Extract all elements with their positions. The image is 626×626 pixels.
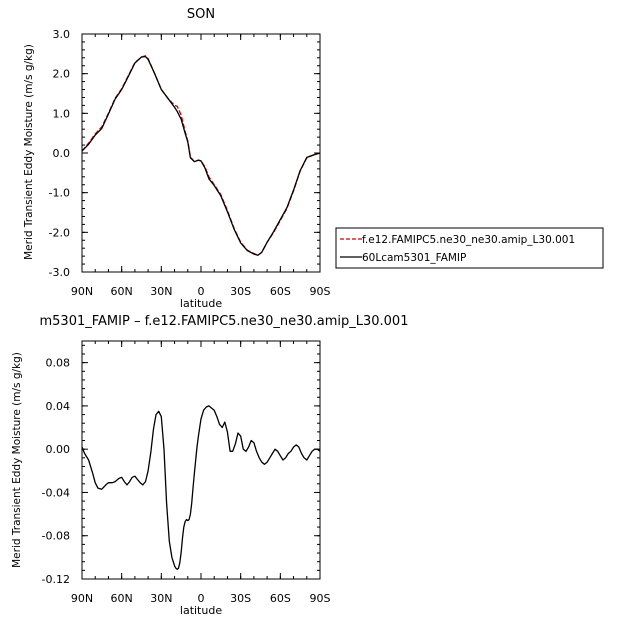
legend-box <box>335 227 604 269</box>
y-tick-label: -0.08 <box>42 530 70 543</box>
series-line-1 <box>81 55 321 256</box>
x-tick-label: 0 <box>198 592 205 605</box>
series-line-2 <box>81 55 321 256</box>
x-tick-label: 0 <box>198 285 205 298</box>
bottom-panel-x-axis-label: latitude <box>180 604 222 617</box>
bottom-panel: m5301_FAMIP – f.e12.FAMIPC5.ne30_ne30.am… <box>11 314 408 617</box>
x-tick-label: 90S <box>310 592 331 605</box>
y-tick-label: -0.12 <box>42 573 70 586</box>
y-tick-label: 0.04 <box>46 400 71 413</box>
y-tick-label: 1.0 <box>53 107 71 120</box>
y-tick-label: -1.0 <box>49 187 70 200</box>
y-tick-label: -3.0 <box>49 266 70 279</box>
top-panel-ticks <box>81 33 321 273</box>
bottom-panel-tick-labels: 90N 60N 30N 0 30S 60S 90S 0.08 0.04 0.00 -0.04 -0.0… <box>42 357 331 605</box>
x-tick-label: 30N <box>150 592 172 605</box>
series-line-1 <box>81 405 321 570</box>
x-tick-label: 60S <box>270 285 291 298</box>
x-tick-label: 60N <box>111 592 133 605</box>
top-panel-title: SON <box>187 7 215 22</box>
y-tick-label: 0.00 <box>46 443 71 456</box>
y-tick-label: -0.04 <box>42 486 70 499</box>
bottom-panel-y-axis-label: Merid Transient Eddy Moisture (m/s g/kg) <box>11 352 23 568</box>
y-tick-label: 0.08 <box>46 357 71 370</box>
bottom-panel-series <box>81 405 321 570</box>
bottom-panel-title: m5301_FAMIP – f.e12.FAMIPC5.ne30_ne30.am… <box>40 314 409 329</box>
x-tick-label: 30S <box>230 592 251 605</box>
x-tick-label: 30N <box>150 285 172 298</box>
top-panel-tick-labels: 90N 60N 30N 0 30S 60S 90S 3.0 2.0 1.0 0.0 -1.0 -2.0 -… <box>49 28 331 298</box>
bottom-panel-plot-frame <box>81 340 321 580</box>
legend-entry-1-label: f.e12.FAMIPC5.ne30_ne30.amip_L30.001 <box>362 234 575 246</box>
top-panel-legend: f.e12.FAMIPC5.ne30_ne30.amip_L30.001 60L… <box>335 227 604 269</box>
top-panel-y-axis-label: Merid Transient Eddy Moisture (m/s g/kg) <box>23 44 35 260</box>
y-tick-label: 0.0 <box>53 147 71 160</box>
top-panel-series <box>81 55 321 256</box>
bottom-panel-ticks <box>81 341 321 580</box>
top-panel-plot-frame <box>81 33 321 273</box>
x-tick-label: 90S <box>310 285 331 298</box>
x-tick-label: 30S <box>230 285 251 298</box>
y-tick-label: 3.0 <box>53 28 71 41</box>
legend-entry-2-label: 60Lcam5301_FAMIP <box>362 252 466 264</box>
y-tick-label: 2.0 <box>53 68 71 81</box>
x-tick-label: 90N <box>71 592 93 605</box>
y-tick-label: -2.0 <box>49 226 70 239</box>
x-tick-label: 60N <box>111 285 133 298</box>
x-tick-label: 60S <box>270 592 291 605</box>
x-tick-label: 90N <box>71 285 93 298</box>
top-panel: SON Merid Transient Eddy Moisture (m/s g… <box>23 7 604 310</box>
top-panel-x-axis-label: latitude <box>180 297 222 310</box>
